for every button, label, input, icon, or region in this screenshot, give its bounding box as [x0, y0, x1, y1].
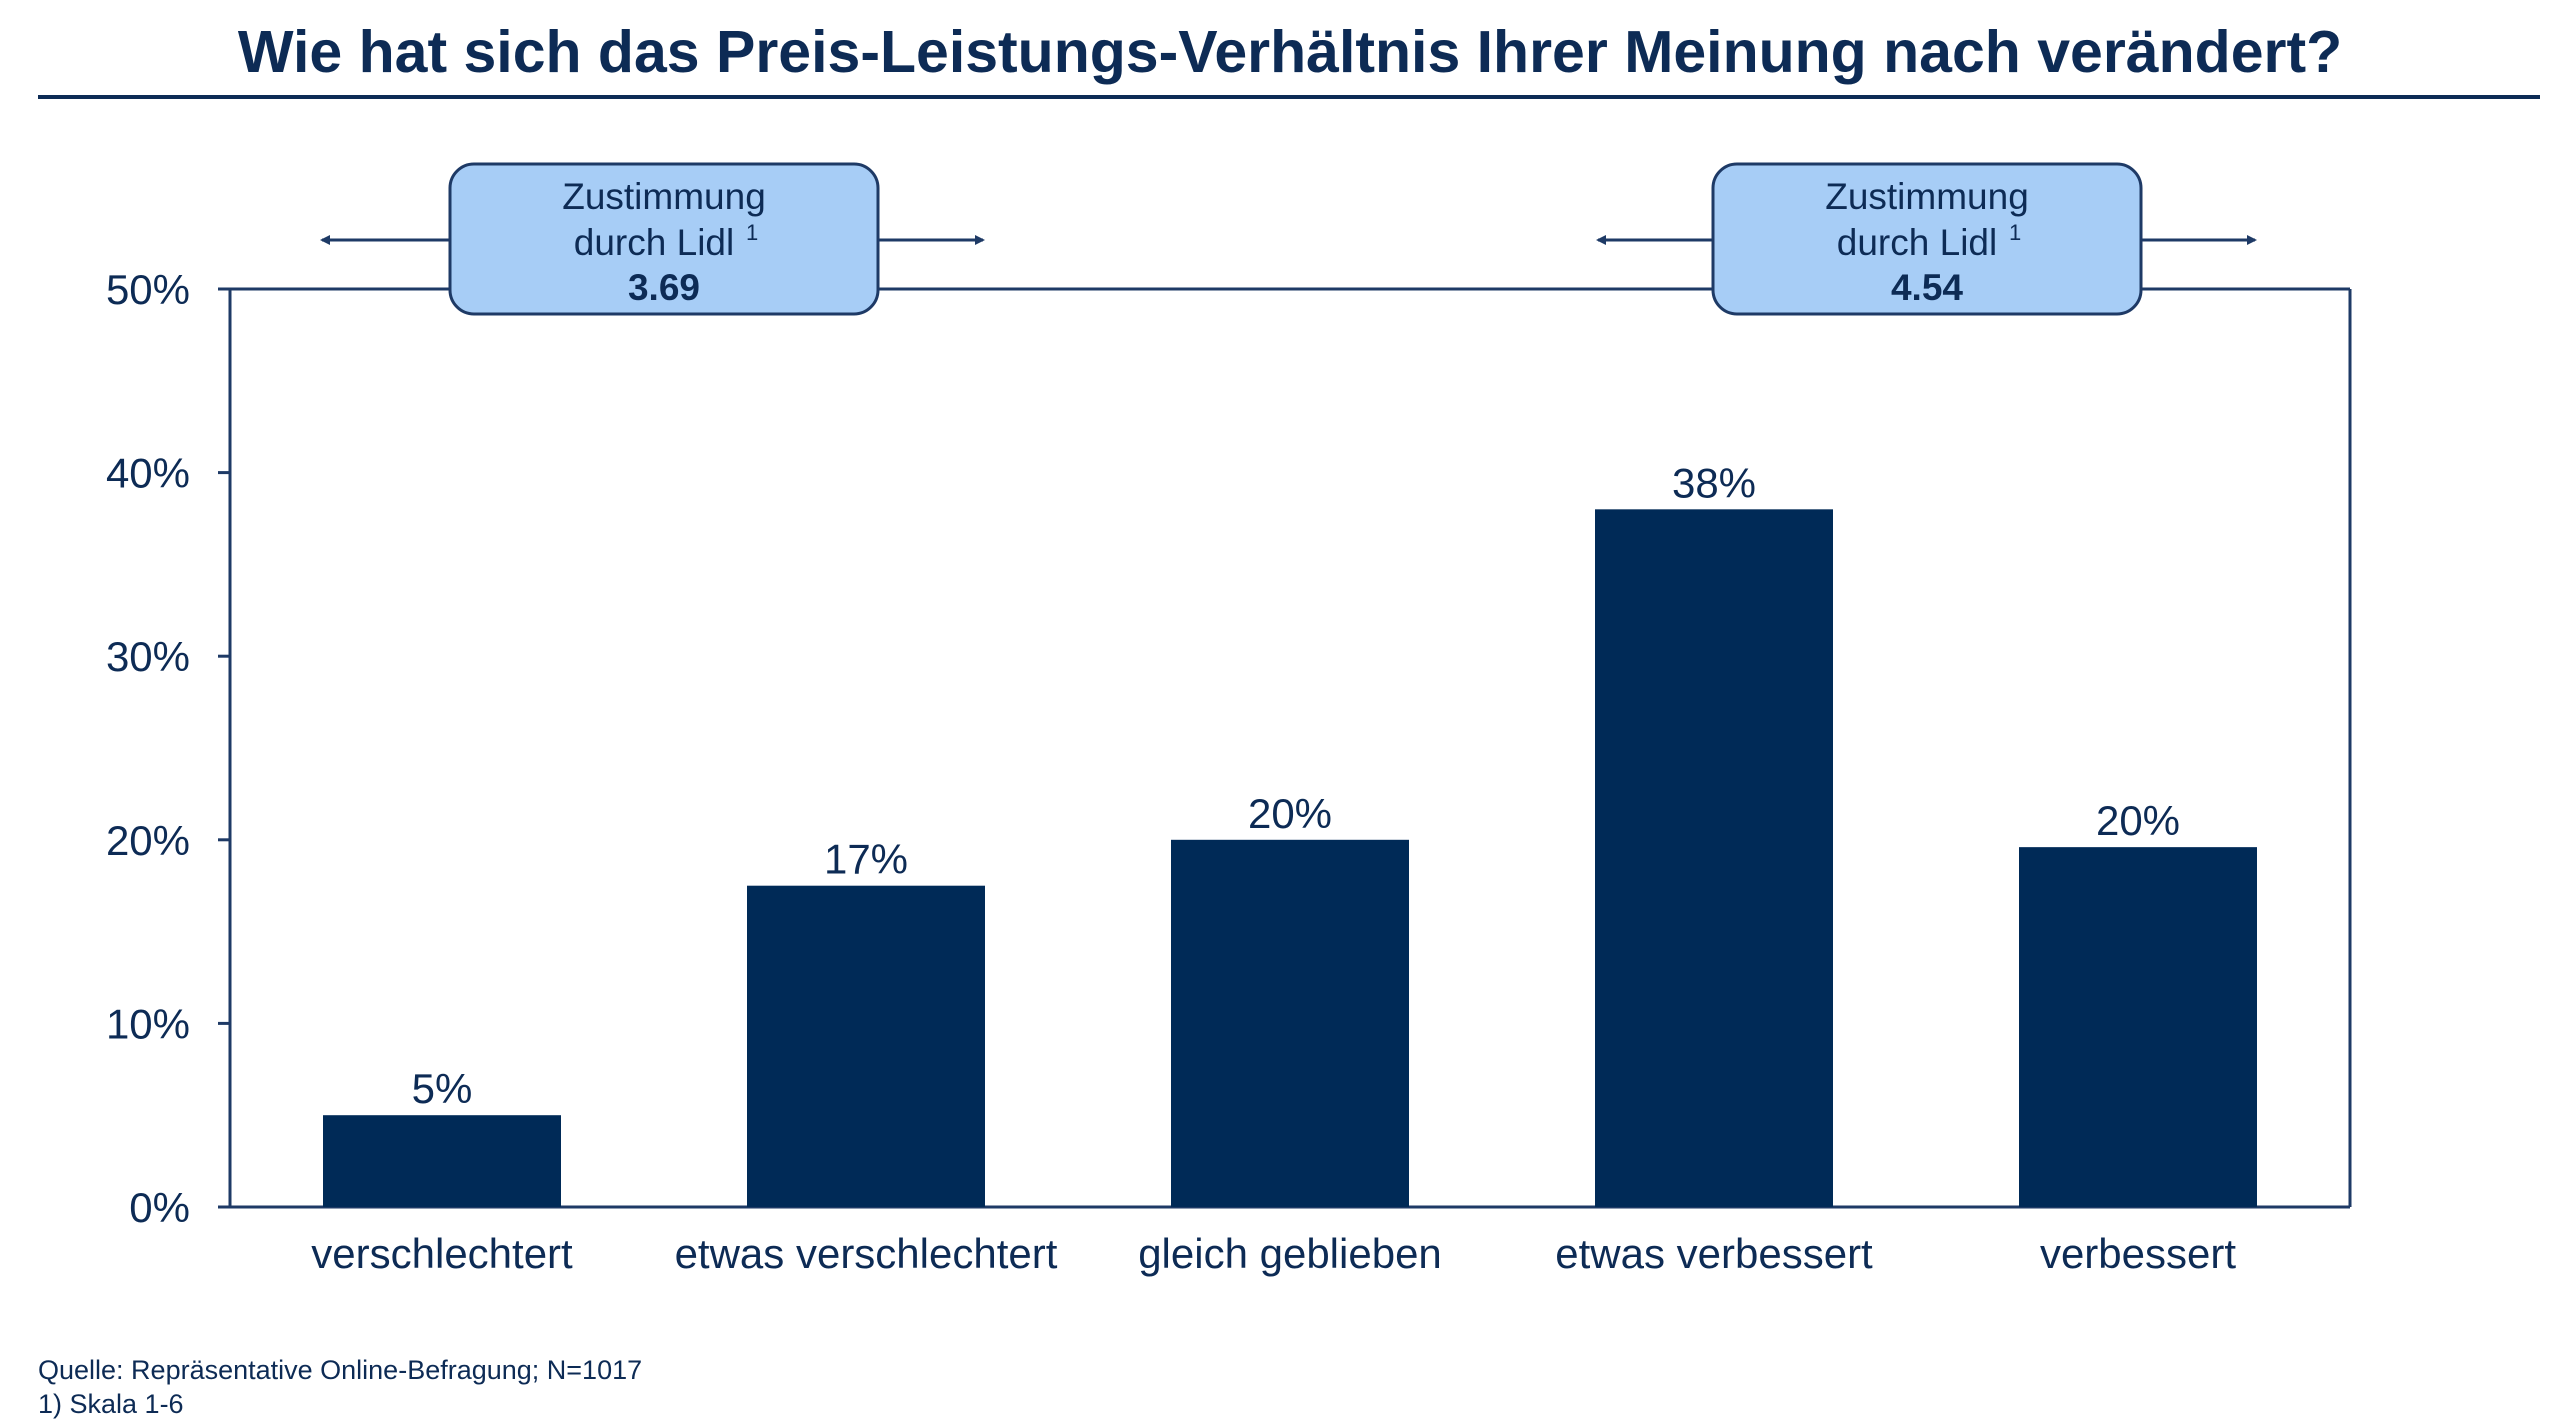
bar-data-label: 38%	[1672, 459, 1756, 506]
annotation-2-sup: 1	[2009, 220, 2021, 245]
category-label: gleich geblieben	[1138, 1230, 1442, 1277]
annotation-1-line2: durch Lidl	[574, 222, 734, 263]
annotation-box-2-rect	[1711, 162, 2143, 316]
y-tick-label: 0%	[129, 1184, 190, 1231]
page-title: Wie hat sich das Preis-Leistungs-Verhält…	[238, 19, 2342, 85]
y-tick-label: 40%	[106, 450, 190, 497]
annotation-1-value: 3.69	[628, 267, 700, 308]
bar-data-label: 5%	[412, 1065, 473, 1112]
category-label: etwas verschlechtert	[675, 1230, 1058, 1277]
annotation-box-2: Zustimmung durch Lidl 1 4.54	[1596, 162, 2257, 316]
bars	[323, 509, 2257, 1207]
bar	[1595, 509, 1833, 1207]
y-tick-label: 50%	[106, 266, 190, 313]
data-labels: 5% 17% 20% 38% 20%	[412, 459, 2180, 1112]
y-tick-label: 10%	[106, 1000, 190, 1047]
category-label: etwas verbessert	[1555, 1230, 1873, 1277]
bar-data-label: 17%	[824, 836, 908, 883]
category-label: verschlechtert	[311, 1230, 573, 1277]
annotation-1-sup: 1	[746, 220, 758, 245]
bar	[1171, 839, 1409, 1207]
category-labels: verschlechtert etwas verschlechtert gleich…	[311, 1230, 2236, 1277]
bar	[2019, 847, 2257, 1207]
annotation-1-line1: Zustimmung	[562, 176, 766, 217]
y-axis-ticks: 0% 10% 20% 30% 40% 50%	[106, 266, 230, 1231]
y-tick-label: 30%	[106, 633, 190, 680]
bar-data-label: 20%	[1248, 790, 1332, 837]
bar	[323, 1115, 561, 1207]
scale-footnote: 1) Skala 1-6	[38, 1389, 184, 1419]
annotation-2-value: 4.54	[1891, 267, 1963, 308]
annotation-2-line2: durch Lidl	[1837, 222, 1997, 263]
bar-data-label: 20%	[2096, 797, 2180, 844]
bar	[747, 885, 985, 1207]
annotation-2-line1: Zustimmung	[1825, 176, 2029, 217]
annotation-box-1-rect	[448, 162, 880, 316]
y-tick-label: 20%	[106, 817, 190, 864]
category-label: verbessert	[2040, 1230, 2236, 1277]
source-footnote: Quelle: Repräsentative Online-Befragung;…	[38, 1355, 642, 1385]
annotation-box-1: Zustimmung durch Lidl 1 3.69	[320, 162, 985, 316]
